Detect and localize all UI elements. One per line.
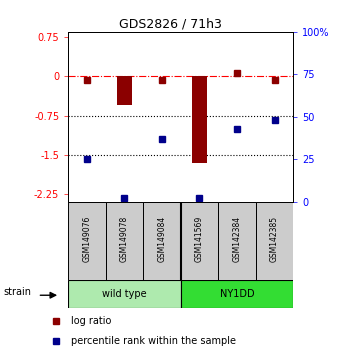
Bar bbox=[181, 280, 293, 308]
Text: log ratio: log ratio bbox=[71, 316, 111, 326]
Text: GSM142384: GSM142384 bbox=[233, 216, 241, 262]
Text: percentile rank within the sample: percentile rank within the sample bbox=[71, 336, 236, 346]
Text: GSM149078: GSM149078 bbox=[120, 216, 129, 262]
Bar bbox=[68, 280, 181, 308]
Text: GSM141569: GSM141569 bbox=[195, 216, 204, 262]
Bar bbox=[106, 202, 143, 280]
Text: strain: strain bbox=[3, 287, 31, 297]
Bar bbox=[256, 202, 293, 280]
Bar bbox=[143, 202, 181, 280]
Bar bbox=[117, 76, 132, 105]
Text: GSM142385: GSM142385 bbox=[270, 216, 279, 262]
Text: GSM149084: GSM149084 bbox=[158, 216, 166, 262]
Bar bbox=[218, 202, 256, 280]
Bar bbox=[181, 202, 218, 280]
Bar bbox=[68, 202, 106, 280]
Text: wild type: wild type bbox=[102, 289, 147, 299]
Text: GDS2826 / 71h3: GDS2826 / 71h3 bbox=[119, 18, 222, 31]
Text: GSM149076: GSM149076 bbox=[83, 216, 91, 262]
Bar bbox=[192, 76, 207, 162]
Text: NY1DD: NY1DD bbox=[220, 289, 254, 299]
